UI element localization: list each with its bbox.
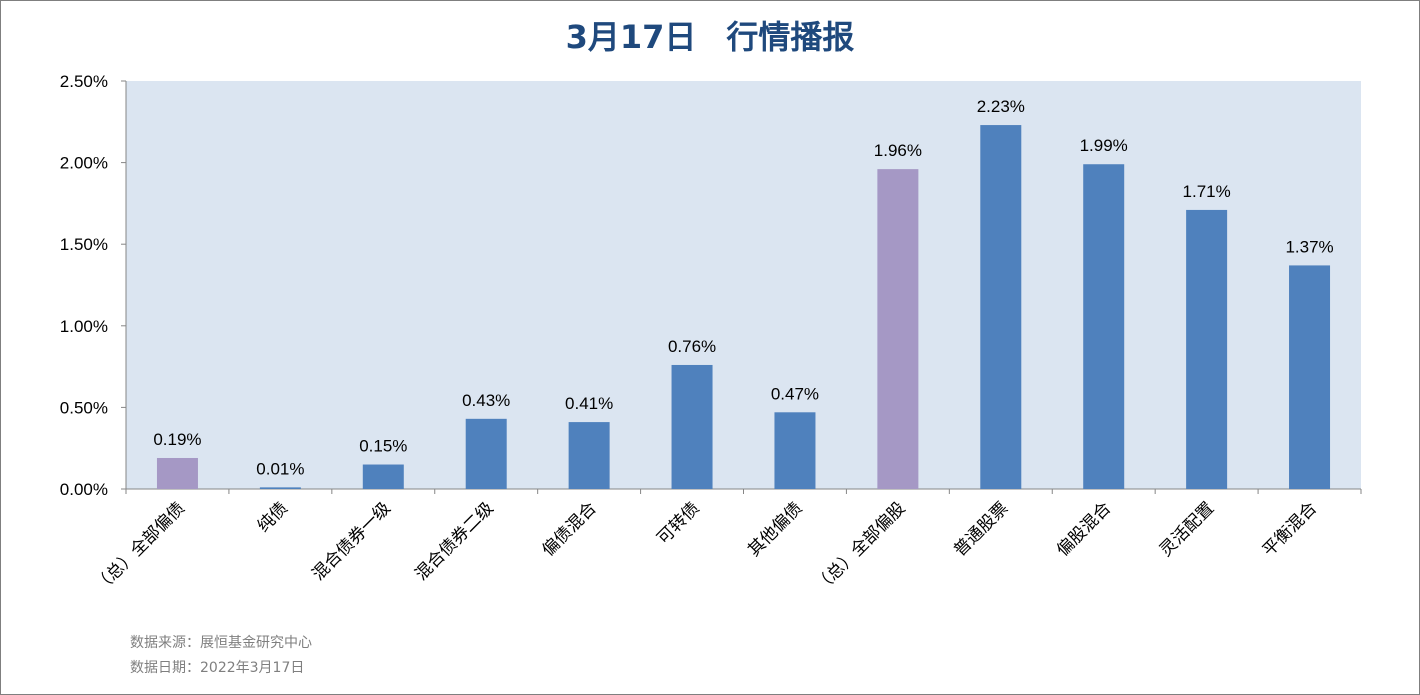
y-tick-label: 0.50% bbox=[60, 398, 108, 417]
bar bbox=[259, 487, 301, 489]
bar bbox=[568, 422, 610, 489]
data-label: 0.76% bbox=[668, 337, 716, 356]
data-label: 1.96% bbox=[874, 141, 922, 160]
bar bbox=[671, 364, 713, 489]
bar bbox=[1083, 164, 1125, 489]
data-label: 1.99% bbox=[1080, 136, 1128, 155]
bar bbox=[362, 464, 404, 489]
category-label: 其他偏债 bbox=[744, 498, 806, 560]
category-label: （总）全部偏股 bbox=[811, 498, 909, 596]
category-label: 纯债 bbox=[254, 498, 292, 536]
bar bbox=[980, 125, 1022, 490]
category-label: 普通股票 bbox=[950, 498, 1012, 560]
y-tick-label: 1.00% bbox=[60, 317, 108, 336]
bar bbox=[877, 169, 919, 490]
title-date: 3月17日 bbox=[565, 18, 697, 56]
bar bbox=[1186, 209, 1228, 490]
bar bbox=[156, 457, 198, 489]
data-label: 1.37% bbox=[1285, 237, 1333, 256]
y-tick-label: 1.50% bbox=[60, 235, 108, 254]
data-label: 0.15% bbox=[359, 437, 407, 456]
category-label: 混合债券一级 bbox=[309, 498, 395, 584]
data-label: 0.43% bbox=[462, 391, 510, 410]
category-label: 偏债混合 bbox=[538, 498, 600, 560]
category-label: 偏股混合 bbox=[1053, 498, 1115, 560]
category-label: 可转债 bbox=[653, 498, 703, 548]
bar bbox=[465, 418, 507, 489]
plot-area bbox=[126, 81, 1361, 489]
category-label: 混合债券二级 bbox=[411, 498, 497, 584]
data-label: 2.23% bbox=[977, 97, 1025, 116]
data-label: 0.19% bbox=[153, 430, 201, 449]
bar bbox=[1289, 265, 1331, 489]
data-date-note: 数据日期：2022年3月17日 bbox=[130, 660, 305, 676]
title-text: 行情播报 bbox=[726, 18, 855, 56]
data-label: 1.71% bbox=[1183, 182, 1231, 201]
data-label: 0.01% bbox=[256, 459, 304, 478]
y-tick-label: 0.00% bbox=[60, 480, 108, 499]
data-source-note: 数据来源：展恒基金研究中心 bbox=[130, 635, 312, 651]
category-label: 平衡混合 bbox=[1259, 498, 1321, 560]
chart-title: 3月17日 行情播报 bbox=[0, 12, 1420, 58]
y-tick-label: 2.50% bbox=[60, 72, 108, 91]
category-label: （总）全部偏债 bbox=[91, 498, 189, 596]
y-tick-label: 2.00% bbox=[60, 154, 108, 173]
data-label: 0.41% bbox=[565, 394, 613, 413]
bar bbox=[774, 412, 816, 489]
category-label: 灵活配置 bbox=[1156, 498, 1218, 560]
data-label: 0.47% bbox=[771, 384, 819, 403]
